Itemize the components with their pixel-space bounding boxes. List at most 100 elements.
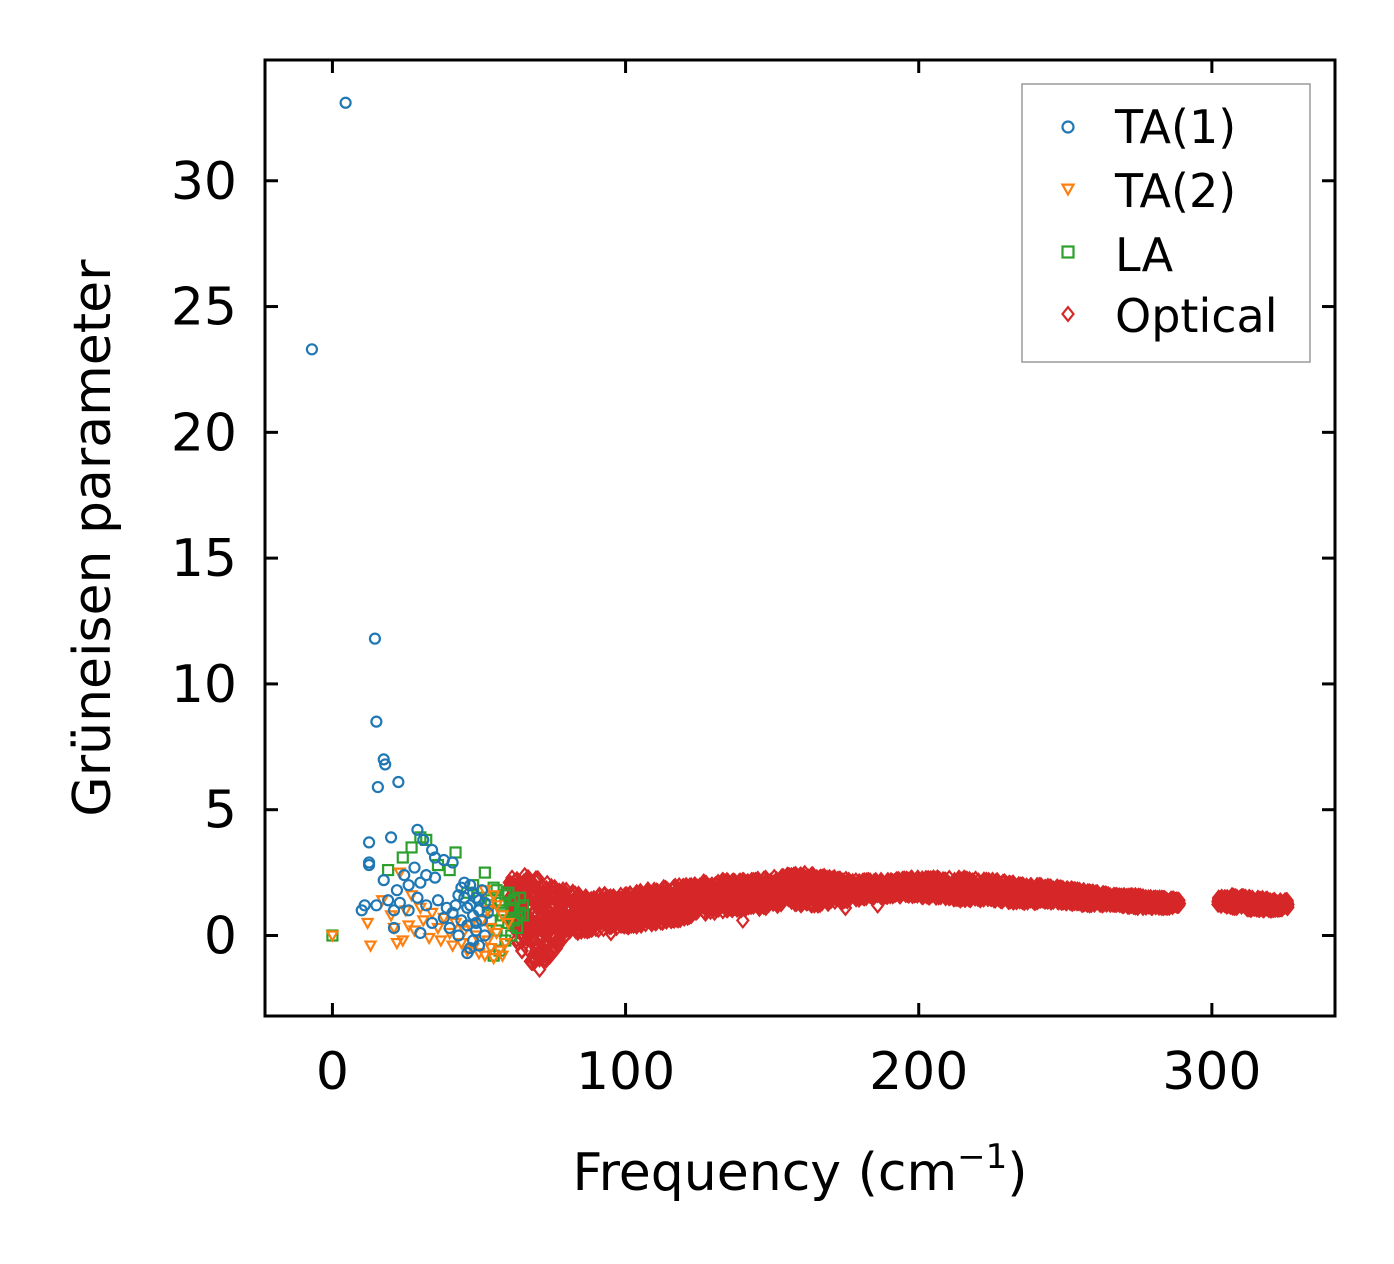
optical-point [821, 894, 836, 912]
legend-label-ta1: TA(1) [1114, 100, 1236, 154]
optical-point [731, 891, 746, 909]
optical-point [868, 877, 883, 895]
legend-marker-ta1 [1061, 120, 1075, 134]
ta2-point [416, 915, 431, 928]
optical-point [1045, 891, 1060, 909]
ta1-point [414, 876, 427, 889]
optical-point [784, 893, 799, 911]
la-point [449, 846, 462, 859]
ta1-point [392, 775, 405, 789]
ta1-point [362, 836, 376, 849]
x-tick-label: 100 [576, 1042, 675, 1102]
optical-point [835, 892, 850, 910]
optical-point [886, 881, 901, 899]
optical-point [608, 890, 623, 908]
optical-point [1099, 889, 1114, 907]
ta2-point [390, 937, 404, 951]
ta1-point [408, 861, 421, 874]
ta1-point [368, 632, 382, 645]
optical-point [625, 901, 640, 919]
legend-frame [1021, 83, 1311, 363]
optical-point [556, 881, 570, 899]
optical-point [935, 879, 950, 897]
la-point [505, 929, 518, 942]
optical-point [597, 886, 612, 904]
ta1-point [464, 879, 477, 892]
ta2-point [486, 953, 501, 966]
optical-point [571, 920, 586, 938]
ta1-point [387, 904, 401, 917]
optical-point [560, 920, 575, 938]
optical-point [622, 901, 636, 920]
ta2-point [486, 890, 501, 903]
optical-point [530, 899, 545, 917]
optical-point [1041, 889, 1056, 907]
optical-point [727, 890, 741, 909]
optical-point [992, 882, 1007, 901]
optical-point [838, 899, 853, 917]
x-tick-label: 300 [1162, 1042, 1261, 1102]
optical-point [1013, 889, 1028, 907]
la-point [516, 909, 530, 922]
optical-point [691, 880, 705, 898]
la-point [405, 841, 418, 854]
legend-label-ta2: TA(2) [1114, 164, 1236, 218]
optical-point [638, 898, 652, 916]
ta1-point [377, 874, 390, 887]
ta1-point [452, 929, 465, 942]
optical-point [882, 882, 897, 900]
optical-point [691, 890, 706, 908]
la-point [396, 851, 409, 864]
ta1-point [455, 914, 468, 927]
y-tick-label: 25 [171, 278, 237, 338]
series-optical [502, 864, 1295, 979]
optical-point [815, 880, 829, 898]
ta2-point [360, 917, 375, 931]
y-tick-label: 15 [171, 529, 237, 589]
optical-point [960, 885, 975, 903]
ta1-point [446, 856, 459, 869]
ta1-point [390, 884, 404, 897]
ta1-point [339, 96, 352, 109]
optical-point [586, 891, 600, 909]
optical-point [1223, 893, 1238, 911]
axes [263, 58, 1337, 1018]
ta1-point [414, 926, 427, 940]
la-point [478, 866, 491, 879]
optical-point [759, 877, 774, 895]
legend-markers [1060, 120, 1076, 323]
ta1-point [370, 715, 383, 728]
optical-point [646, 899, 660, 917]
ta1-point [472, 939, 486, 952]
tick-marks [265, 60, 1335, 1016]
ta2-point [404, 890, 419, 903]
optical-point [707, 903, 722, 922]
ta1-point [358, 899, 371, 912]
legend-marker-optical [1061, 305, 1075, 323]
optical-point [623, 889, 637, 907]
optical-point [658, 909, 673, 927]
legend-label-la: LA [1115, 228, 1174, 282]
optical-point [515, 942, 529, 960]
optical-point [870, 896, 885, 914]
optical-point [829, 877, 844, 895]
optical-point [770, 897, 785, 915]
ta2-point [495, 910, 510, 923]
ta2-point [445, 940, 460, 953]
ta1-point [425, 916, 439, 930]
y-tick-label: 0 [204, 906, 237, 966]
optical-point [735, 911, 750, 930]
ta1-point [478, 929, 491, 942]
ta1-point [458, 876, 471, 889]
ta1-point [431, 894, 445, 907]
optical-point [725, 899, 740, 917]
ta1-point [393, 896, 406, 909]
ta2-point [392, 867, 407, 880]
ta1-point [425, 843, 439, 857]
optical-point [1007, 880, 1022, 898]
la-point [513, 891, 527, 904]
ta1-point [377, 753, 390, 766]
optical-point [1153, 893, 1168, 911]
optical-point [799, 871, 814, 889]
ta2-point [434, 935, 448, 948]
